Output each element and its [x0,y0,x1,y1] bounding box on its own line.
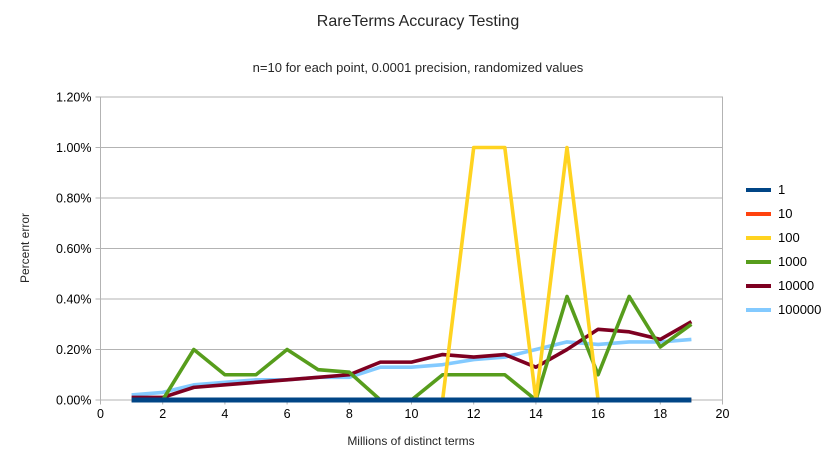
x-tick-label: 14 [529,407,543,421]
legend-swatch-100000 [746,307,771,312]
y-tick-label: 0.60% [56,242,91,256]
legend-label: 10000 [778,278,815,293]
legend-item-1: 1 [746,178,821,202]
legend-swatch-100 [746,235,771,240]
x-tick-label: 6 [284,407,291,421]
x-axis-title: Millions of distinct terms [347,434,475,448]
x-tick-label: 20 [716,407,730,421]
x-tick-label: 8 [346,407,353,421]
legend-label: 1 [778,182,786,197]
x-tick-label: 10 [405,407,419,421]
y-tick-label: 0.40% [56,293,91,307]
y-tick-label: 0.00% [56,394,91,408]
y-tick-label: 0.20% [56,343,91,357]
x-tick-label: 12 [467,407,481,421]
y-tick-label: 0.80% [56,192,91,206]
legend: 1 10 100 1000 10000 100000 [746,178,821,322]
legend-swatch-1000 [746,259,771,264]
legend-label: 100000 [778,302,822,317]
y-tick-label: 1.00% [56,141,91,155]
legend-item-10000: 10000 [746,274,821,298]
x-tick-label: 16 [591,407,605,421]
y-tick-label: 1.20% [56,91,91,105]
chart-subtitle: n=10 for each point, 0.0001 precision, r… [252,60,584,75]
legend-swatch-10000 [746,283,771,288]
legend-swatch-10 [746,211,771,216]
x-tick-label: 18 [653,407,667,421]
legend-item-100000: 100000 [746,298,821,322]
x-tick-label: 2 [159,407,166,421]
series-line-10000 [131,320,693,400]
x-tick-label: 4 [221,407,228,421]
legend-swatch-1 [746,187,771,192]
chart-title: RareTerms Accuracy Testing [316,13,520,30]
legend-item-100: 100 [746,226,821,250]
legend-label: 100 [778,230,800,245]
x-tick-label: 0 [97,407,104,421]
y-axis-title: Percent error [18,212,32,284]
legend-item-10: 10 [746,202,821,226]
series-line-100000 [131,337,692,397]
legend-label: 10 [778,206,793,221]
legend-label: 1000 [778,254,807,269]
legend-item-1000: 1000 [746,250,821,274]
